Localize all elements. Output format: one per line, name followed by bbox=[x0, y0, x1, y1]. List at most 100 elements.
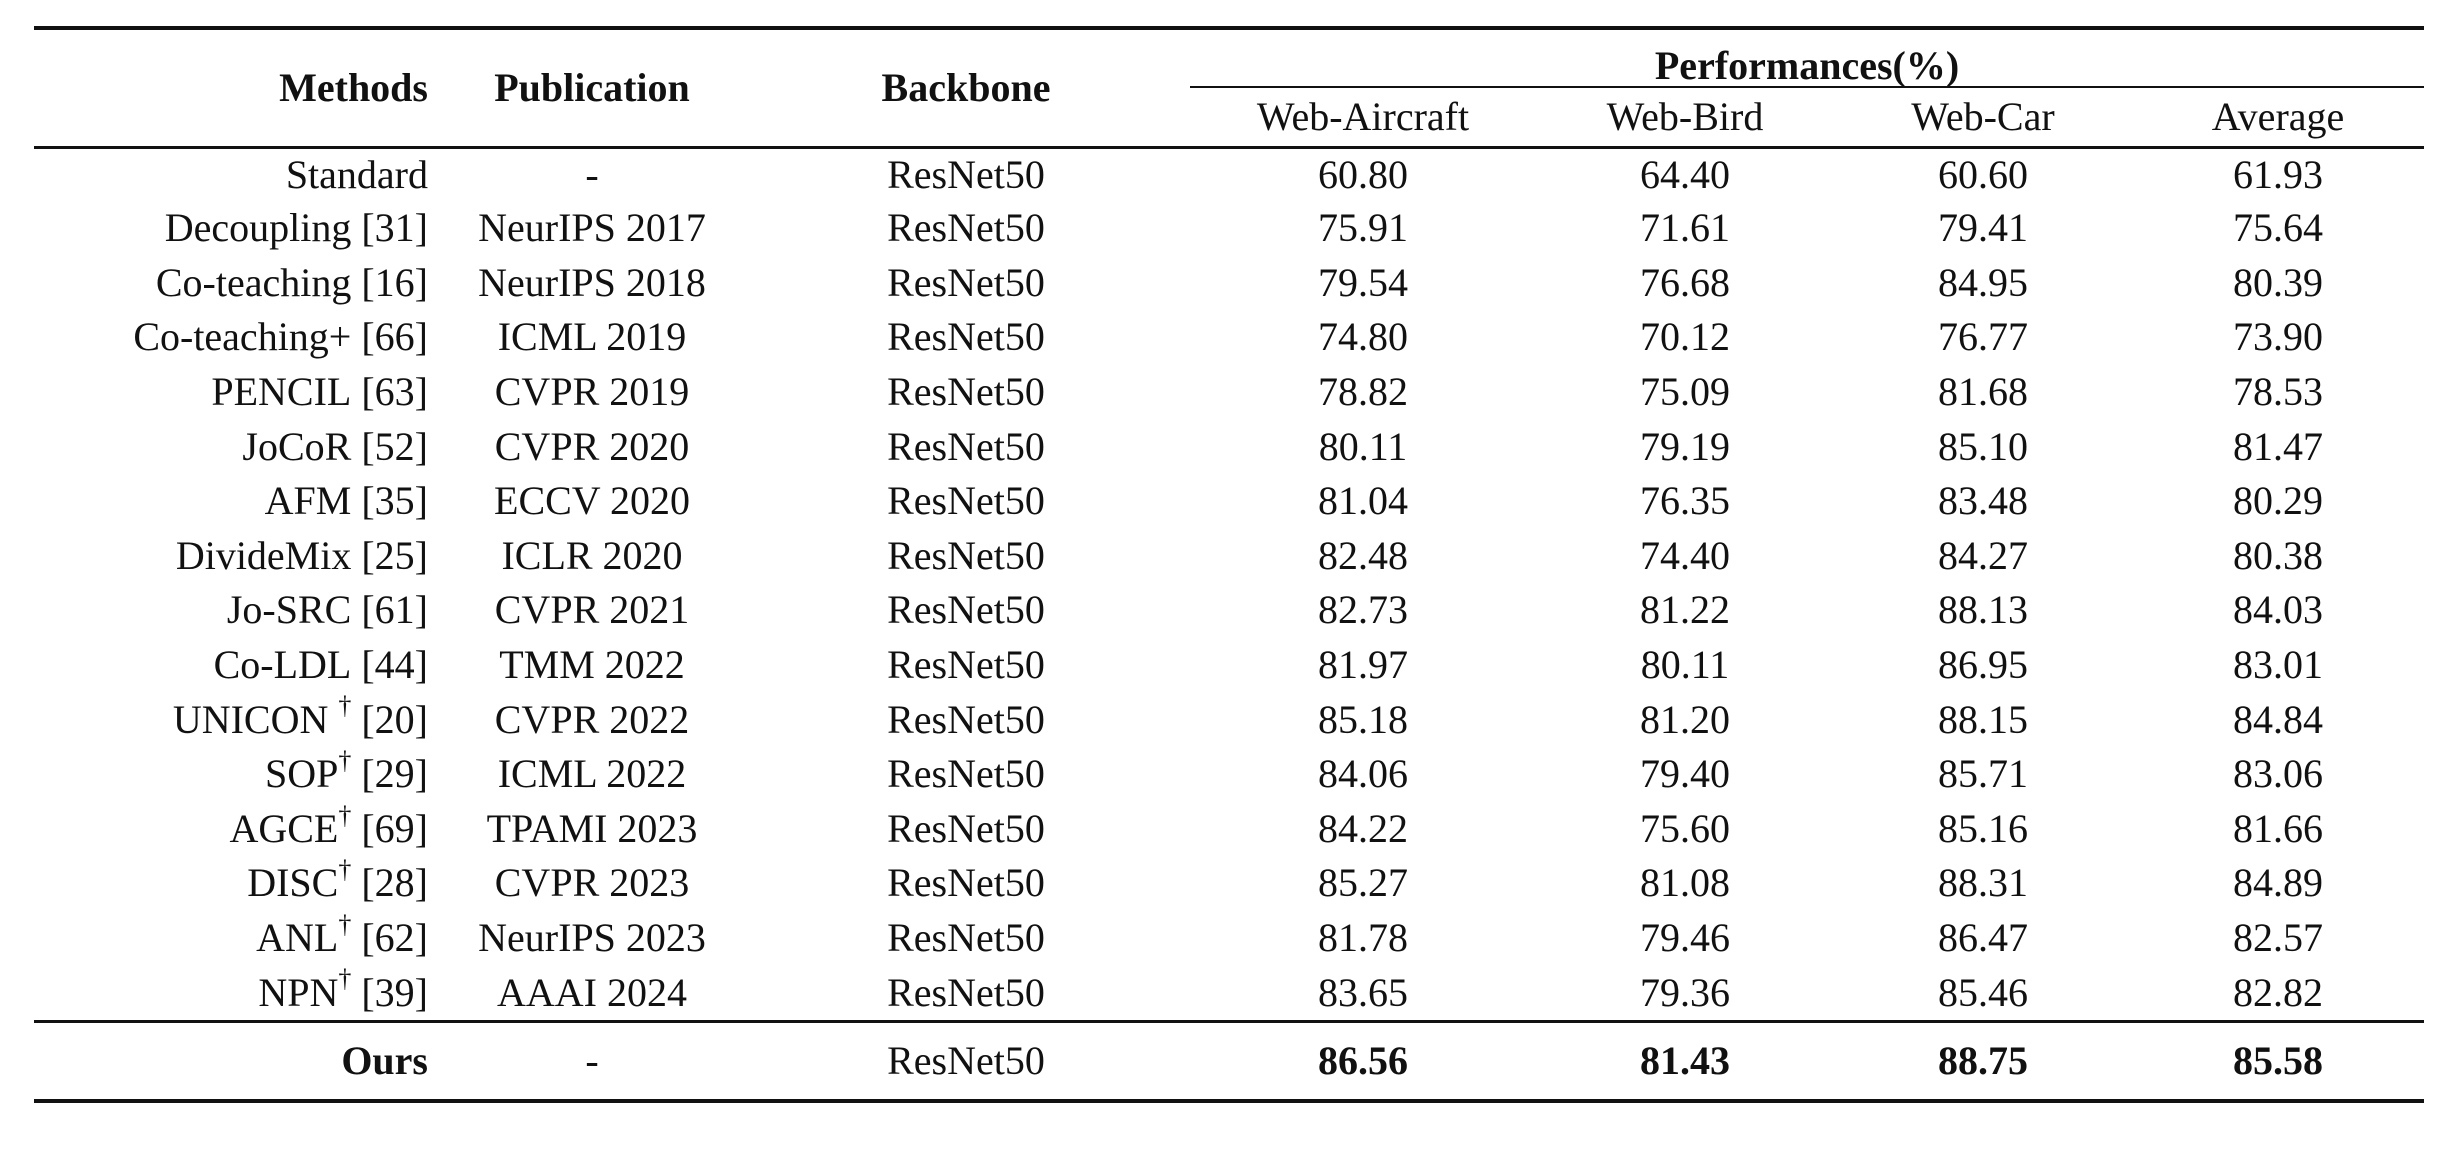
cell-web-aircraft: 81.78 bbox=[1318, 915, 1408, 961]
cell-web-car: 76.77 bbox=[1938, 314, 2028, 360]
cell-method: Decoupling [31] bbox=[34, 201, 442, 256]
citation-ref: [35] bbox=[361, 478, 428, 524]
cell-web-car: 84.95 bbox=[1938, 259, 2028, 305]
cell-method: Jo-SRC [61] bbox=[34, 583, 442, 638]
cell-backbone: ResNet50 bbox=[887, 314, 1045, 360]
cell-web-car: 86.47 bbox=[1938, 915, 2028, 961]
cell-web-car: 85.46 bbox=[1938, 969, 2028, 1015]
cell-publication: CVPR 2020 bbox=[494, 423, 690, 469]
cell-web-aircraft: 85.27 bbox=[1318, 860, 1408, 906]
cell-web-bird: 75.60 bbox=[1640, 805, 1730, 851]
cell-web-car: 83.48 bbox=[1938, 478, 2028, 524]
dagger-mark: † bbox=[338, 855, 352, 885]
cell-method: DivideMix [25] bbox=[34, 529, 442, 584]
ours-section: Ours - ResNet50 86.56 81.43 88.75 85.58 bbox=[34, 1019, 2425, 1103]
cell-publication: - bbox=[442, 1019, 742, 1103]
cell-backbone: ResNet50 bbox=[887, 587, 1045, 633]
method-name: AGCE bbox=[229, 805, 339, 851]
cell-method: Co-teaching+ [66] bbox=[34, 310, 442, 365]
cell-web-aircraft: 83.65 bbox=[1318, 969, 1408, 1015]
header-performances: Performances(%) bbox=[1190, 26, 2425, 88]
cell-average: 82.57 bbox=[2233, 915, 2324, 961]
citation-ref: [20] bbox=[361, 696, 428, 742]
cell-average: 75.64 bbox=[2233, 205, 2324, 251]
cell-method: SOP† [29] bbox=[34, 747, 442, 802]
method-name: SOP bbox=[264, 751, 339, 797]
table-body: Standard - ResNet50 60.80 64.40 60.60 61.93 De… bbox=[34, 148, 2424, 1022]
cell-publication: CVPR 2022 bbox=[494, 696, 690, 742]
table-row: Co-teaching [16] NeurIPS 2018 ResNet50 79.5… bbox=[34, 256, 2424, 311]
cell-web-aircraft: 82.73 bbox=[1318, 587, 1408, 633]
cell-web-car: 84.27 bbox=[1938, 532, 2028, 578]
cell-backbone: ResNet50 bbox=[887, 369, 1045, 415]
cell-web-aircraft: 80.11 bbox=[1318, 423, 1408, 469]
cell-average: 83.06 bbox=[2233, 751, 2324, 797]
table-row: AGCE† [69] TPAMI 2023 ResNet50 84.22 75.60 85… bbox=[34, 802, 2424, 857]
method-name: Decoupling bbox=[164, 205, 352, 251]
cell-method: UNICON † [20] bbox=[34, 692, 442, 747]
cell-web-aircraft: 86.56 bbox=[1190, 1019, 1536, 1103]
cell-method: Standard bbox=[34, 148, 442, 202]
cell-web-car: 81.68 bbox=[1938, 369, 2028, 415]
cell-web-bird: 76.68 bbox=[1640, 259, 1730, 305]
method-name: ANL bbox=[256, 915, 339, 961]
header-row-1: Methods Publication Backbone Performance… bbox=[34, 26, 2425, 149]
cell-publication: TMM 2022 bbox=[499, 642, 685, 688]
results-table-container: Methods Publication Backbone Performance… bbox=[34, 26, 2425, 1103]
cell-web-bird: 81.20 bbox=[1640, 696, 1730, 742]
cell-method: Ours bbox=[34, 1019, 442, 1103]
cell-average: 82.82 bbox=[2233, 969, 2324, 1015]
cell-publication: NeurIPS 2017 bbox=[478, 205, 706, 251]
cell-publication: NeurIPS 2023 bbox=[478, 915, 706, 961]
cell-web-car: 60.60 bbox=[1938, 152, 2028, 197]
cell-publication: ICML 2022 bbox=[497, 751, 687, 797]
table-row: JoCoR [52] CVPR 2020 ResNet50 80.11 79.19 85.… bbox=[34, 419, 2424, 474]
cell-web-bird: 70.12 bbox=[1640, 314, 1730, 360]
cell-backbone: ResNet50 bbox=[887, 423, 1045, 469]
cell-average: 81.47 bbox=[2233, 423, 2324, 469]
cell-web-bird: 76.35 bbox=[1640, 478, 1730, 524]
citation-ref: [44] bbox=[361, 642, 428, 688]
cell-web-bird: 79.40 bbox=[1640, 751, 1730, 797]
citation-ref: [61] bbox=[361, 587, 428, 633]
cell-web-bird: 75.09 bbox=[1640, 369, 1730, 415]
citation-ref: [16] bbox=[361, 259, 428, 305]
cell-method: PENCIL [63] bbox=[34, 365, 442, 420]
cell-web-aircraft: 75.91 bbox=[1318, 205, 1408, 251]
cell-backbone: ResNet50 bbox=[887, 696, 1045, 742]
header-web-car: Web-Car bbox=[1834, 87, 2132, 149]
cell-web-aircraft: 74.80 bbox=[1318, 314, 1408, 360]
cell-average: 73.90 bbox=[2233, 314, 2324, 360]
table-row: Standard - ResNet50 60.80 64.40 60.60 61.93 bbox=[34, 148, 2424, 202]
cell-publication: TPAMI 2023 bbox=[486, 805, 698, 851]
table-row: DivideMix [25] ICLR 2020 ResNet50 82.48 74.4… bbox=[34, 529, 2424, 584]
header-backbone: Backbone bbox=[742, 26, 1190, 149]
cell-average: 78.53 bbox=[2233, 369, 2324, 415]
table-row: Decoupling [31] NeurIPS 2017 ResNet50 75.91… bbox=[34, 201, 2424, 256]
cell-method: AGCE† [69] bbox=[34, 802, 442, 857]
method-name: Co-teaching+ bbox=[133, 314, 352, 360]
cell-backbone: ResNet50 bbox=[887, 478, 1045, 524]
cell-web-bird: 80.11 bbox=[1640, 642, 1730, 688]
cell-web-aircraft: 79.54 bbox=[1318, 259, 1408, 305]
cell-backbone: ResNet50 bbox=[887, 751, 1045, 797]
cell-publication: CVPR 2019 bbox=[494, 369, 690, 415]
cell-method: DISC† [28] bbox=[34, 856, 442, 911]
cell-web-car: 79.41 bbox=[1938, 205, 2028, 251]
table-row: PENCIL [63] CVPR 2019 ResNet50 78.82 75.09 81… bbox=[34, 365, 2424, 420]
cell-average: 80.39 bbox=[2233, 259, 2324, 305]
cell-average: 83.01 bbox=[2233, 642, 2324, 688]
cell-web-bird: 74.40 bbox=[1640, 532, 1730, 578]
table-row: Co-LDL [44] TMM 2022 ResNet50 81.97 80.11 86.… bbox=[34, 638, 2424, 693]
cell-publication: ICML 2019 bbox=[497, 314, 687, 360]
method-name: UNICON bbox=[172, 696, 339, 742]
cell-backbone: ResNet50 bbox=[887, 642, 1045, 688]
table-row: Co-teaching+ [66] ICML 2019 ResNet50 74.80 7… bbox=[34, 310, 2424, 365]
dagger-mark: † bbox=[338, 964, 352, 994]
table-row: NPN† [39] AAAI 2024 ResNet50 83.65 79.36 85.4… bbox=[34, 965, 2424, 1021]
cell-web-aircraft: 81.97 bbox=[1318, 642, 1408, 688]
table-row: Jo-SRC [61] CVPR 2021 ResNet50 82.73 81.22 88… bbox=[34, 583, 2424, 638]
header-publication: Publication bbox=[442, 26, 742, 149]
cell-method: ANL† [62] bbox=[34, 911, 442, 966]
cell-publication: CVPR 2021 bbox=[494, 587, 690, 633]
